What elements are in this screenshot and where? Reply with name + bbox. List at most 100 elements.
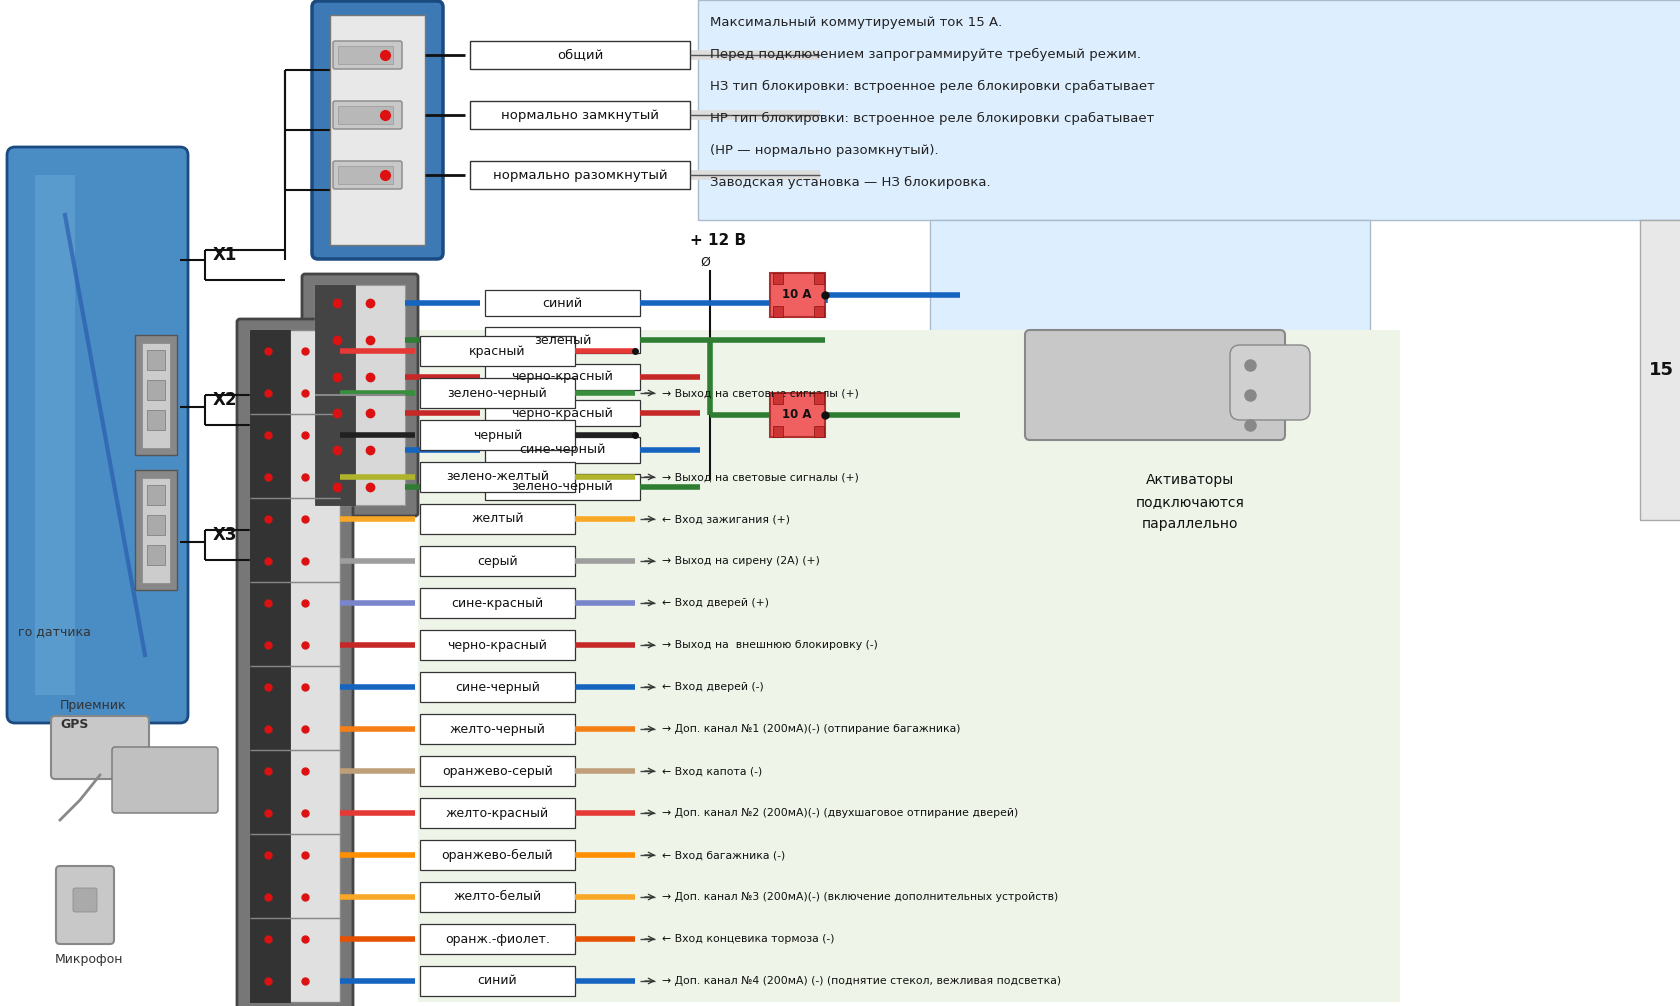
Text: зеленый: зеленый: [534, 334, 591, 346]
Text: → Выход на световые сигналы (+): → Выход на световые сигналы (+): [662, 472, 858, 482]
Text: (НР — нормально разомкнутый).: (НР — нормально разомкнутый).: [709, 144, 937, 157]
Bar: [813, 306, 823, 317]
Text: желто-белый: желто-белый: [454, 890, 541, 903]
Text: черно-красный: черно-красный: [511, 406, 613, 420]
Bar: [420, 336, 575, 366]
Bar: [420, 714, 575, 744]
Text: желто-красный: желто-красный: [445, 807, 549, 820]
Bar: [314, 395, 354, 505]
Bar: [146, 410, 165, 430]
Bar: [486, 474, 640, 500]
Bar: [35, 175, 76, 695]
Text: синий: синий: [477, 975, 517, 988]
FancyBboxPatch shape: [333, 161, 402, 189]
Bar: [486, 327, 640, 353]
Text: → Выход на сирену (2А) (+): → Выход на сирену (2А) (+): [662, 556, 820, 566]
Bar: [470, 41, 689, 69]
Text: оранжево-серый: оранжево-серый: [442, 765, 553, 778]
Text: GPS: GPS: [60, 718, 89, 731]
Bar: [1640, 220, 1680, 520]
Text: общий: общий: [556, 48, 603, 61]
Bar: [418, 330, 1399, 1002]
Text: оранж.-фиолет.: оранж.-фиолет.: [445, 933, 549, 946]
Bar: [338, 46, 393, 64]
Bar: [420, 966, 575, 996]
Text: X1: X1: [213, 246, 237, 264]
Text: красный: красный: [469, 344, 526, 357]
Bar: [420, 798, 575, 828]
Text: параллельно: параллельно: [1141, 517, 1238, 531]
Bar: [420, 672, 575, 702]
Bar: [420, 504, 575, 534]
Bar: [420, 378, 575, 408]
FancyBboxPatch shape: [1230, 345, 1309, 420]
Text: Перед подключением запрограммируйте требуемый режим.: Перед подключением запрограммируйте треб…: [709, 47, 1141, 60]
Bar: [420, 756, 575, 786]
Text: → Доп. канал №3 (200мА)(-) (включение дополнительных устройств): → Доп. канал №3 (200мА)(-) (включение до…: [662, 892, 1058, 902]
Text: НР тип блокировки: встроенное реле блокировки срабатывает: НР тип блокировки: встроенное реле блоки…: [709, 112, 1154, 125]
Bar: [470, 101, 689, 129]
Text: ← Вход багажника (-): ← Вход багажника (-): [662, 850, 785, 860]
FancyBboxPatch shape: [7, 147, 188, 723]
Bar: [813, 273, 823, 284]
Bar: [146, 380, 165, 400]
FancyBboxPatch shape: [55, 866, 114, 944]
Bar: [929, 220, 1369, 620]
FancyBboxPatch shape: [312, 1, 444, 259]
FancyBboxPatch shape: [50, 716, 150, 779]
Text: ← Вход дверей (-): ← Вход дверей (-): [662, 682, 763, 692]
FancyBboxPatch shape: [237, 319, 353, 1006]
Text: зелено-желтый: зелено-желтый: [445, 471, 549, 484]
Bar: [146, 515, 165, 535]
Text: Приемник: Приемник: [60, 698, 126, 711]
Bar: [420, 924, 575, 954]
Text: Заводская установка — НЗ блокировка.: Заводская установка — НЗ блокировка.: [709, 175, 990, 188]
Bar: [420, 882, 575, 912]
Text: нормально замкнутый: нормально замкнутый: [501, 109, 659, 122]
Bar: [470, 161, 689, 189]
Text: черно-красный: черно-красный: [447, 639, 548, 652]
FancyBboxPatch shape: [333, 41, 402, 69]
Text: сине-черный: сине-черный: [455, 680, 539, 693]
Text: черно-красный: черно-красный: [511, 370, 613, 383]
Bar: [697, 0, 1680, 220]
Text: нормально разомкнутый: нормально разомкнутый: [492, 168, 667, 181]
Bar: [813, 393, 823, 404]
Bar: [773, 393, 783, 404]
Bar: [134, 470, 176, 590]
FancyBboxPatch shape: [333, 101, 402, 129]
Bar: [420, 420, 575, 450]
Bar: [141, 343, 170, 448]
Bar: [769, 393, 825, 437]
Text: X3: X3: [213, 526, 237, 544]
Text: 15: 15: [1648, 361, 1673, 379]
Bar: [420, 462, 575, 492]
FancyBboxPatch shape: [302, 274, 418, 516]
Bar: [338, 166, 393, 184]
FancyBboxPatch shape: [113, 747, 218, 813]
Text: 10 А: 10 А: [781, 289, 811, 302]
Text: серый: серый: [477, 554, 517, 567]
FancyBboxPatch shape: [72, 888, 97, 912]
Bar: [141, 478, 170, 583]
Text: НЗ тип блокировки: встроенное реле блокировки срабатывает: НЗ тип блокировки: встроенное реле блоки…: [709, 79, 1154, 93]
Bar: [146, 545, 165, 565]
Bar: [314, 285, 405, 395]
Bar: [420, 546, 575, 576]
Text: зелено-черный: зелено-черный: [447, 386, 548, 399]
Text: желто-черный: желто-черный: [449, 722, 544, 735]
Bar: [314, 395, 405, 505]
Text: ← Вход зажигания (+): ← Вход зажигания (+): [662, 514, 790, 524]
Text: → Выход на  внешнюю блокировку (-): → Выход на внешнюю блокировку (-): [662, 640, 877, 650]
Bar: [486, 363, 640, 389]
Text: Ø: Ø: [699, 256, 709, 269]
Bar: [329, 15, 425, 245]
Bar: [486, 400, 640, 427]
Bar: [420, 630, 575, 660]
Bar: [420, 840, 575, 870]
Text: Максимальный коммутируемый ток 15 А.: Максимальный коммутируемый ток 15 А.: [709, 15, 1001, 28]
Text: подключаются: подключаются: [1136, 495, 1243, 509]
Text: → Доп. канал №4 (200мА) (-) (поднятие стекол, вежливая подсветка): → Доп. канал №4 (200мА) (-) (поднятие ст…: [662, 976, 1060, 986]
Text: желтый: желтый: [470, 512, 524, 525]
Text: синий: синий: [543, 297, 583, 310]
